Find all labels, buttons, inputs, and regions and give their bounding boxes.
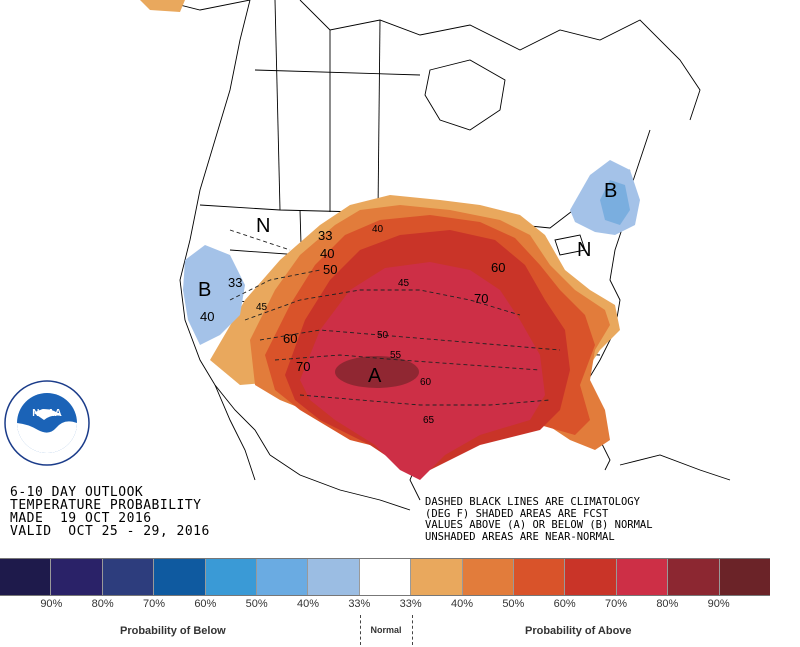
contour-label: 45 xyxy=(256,302,268,313)
legend-swatch xyxy=(462,559,515,595)
made-date: MADE 19 OCT 2016 xyxy=(10,511,152,526)
clim-line-2 xyxy=(244,289,521,321)
contour-label: 40 xyxy=(320,246,334,261)
below-center-label-east: B xyxy=(604,180,617,202)
legend-label: 50% xyxy=(245,598,268,610)
below-40-east xyxy=(600,180,630,225)
hudson-bay xyxy=(424,59,506,131)
legend-label: 70% xyxy=(142,598,166,610)
legend-label: 60% xyxy=(553,598,576,610)
legend-label: 33% xyxy=(399,598,422,610)
legend-label: 80% xyxy=(656,598,679,610)
note-line: UNSHADED AREAS ARE NEAR-NORMAL xyxy=(425,530,615,543)
contour-label: 45 xyxy=(398,278,410,289)
legend-swatch xyxy=(565,559,617,595)
probability-legend xyxy=(0,558,771,596)
province-line-3 xyxy=(377,19,381,213)
note-line: DASHED BLACK LINES ARE CLIMATOLOGY xyxy=(425,496,640,508)
contour-label: 33 xyxy=(318,228,332,243)
legend-swatch xyxy=(102,559,155,595)
legend-label: 90% xyxy=(707,598,730,610)
note-line: VALUES ABOVE (A) OR BELOW (B) NORMAL xyxy=(425,519,653,531)
contour-label: 60 xyxy=(283,331,297,346)
province-line-4 xyxy=(254,69,421,76)
mexico-coast xyxy=(269,454,411,511)
contour-label: 40 xyxy=(200,309,214,324)
legend-label: 60% xyxy=(194,598,217,610)
legend-swatch xyxy=(308,559,360,595)
legend-swatch xyxy=(205,559,258,595)
baja xyxy=(214,384,256,481)
below-normal-shading xyxy=(183,160,640,345)
legend-label: 40% xyxy=(450,598,474,610)
legend-label: 33% xyxy=(348,598,371,610)
legend-swatch xyxy=(719,559,771,595)
map-notes: DASHED BLACK LINES ARE CLIMATOLOGY (DEG F… xyxy=(425,496,653,543)
above-center-label: A xyxy=(368,365,382,387)
climatology-lines xyxy=(229,229,561,406)
legend-swatch xyxy=(51,559,103,595)
cuba xyxy=(619,454,731,481)
legend-separator-left xyxy=(360,615,361,645)
above-33-top xyxy=(140,0,185,12)
contour-label: 50 xyxy=(377,330,389,341)
clim-line-1 xyxy=(229,269,321,301)
contour-label: 40 xyxy=(372,224,384,235)
above-80-region xyxy=(335,356,419,388)
legend-label: 70% xyxy=(604,598,628,610)
near-normal-label-east: N xyxy=(577,239,591,261)
legend-swatch xyxy=(0,559,52,595)
clim-line-6 xyxy=(229,229,291,251)
outlook-map: 33 40 50 33 40 45 60 70 50 55 40 45 60 7… xyxy=(140,0,731,511)
legend-swatch xyxy=(411,559,463,595)
contour-label: 55 xyxy=(390,350,402,361)
noaa-logo-text: NOAA xyxy=(32,408,61,419)
legend-swatch xyxy=(668,559,720,595)
clim-line-4 xyxy=(274,354,541,371)
noaa-logo: NOAA xyxy=(4,380,90,466)
west-coast xyxy=(179,0,271,456)
normal-caption: Normal xyxy=(370,625,402,635)
above-caption: Probability of Above xyxy=(525,625,632,637)
clim-line-5 xyxy=(299,394,551,406)
contour-label: 60 xyxy=(491,260,505,275)
legend-separator-right xyxy=(412,615,413,645)
valid-dates: VALID OCT 25 - 29, 2016 xyxy=(10,524,210,539)
contour-label: 65 xyxy=(423,415,435,426)
above-normal-shading xyxy=(140,0,620,480)
outlook-title-block: 6-10 DAY OUTLOOK TEMPERATURE PROBABILITY M… xyxy=(10,486,210,538)
outlook-subtitle: TEMPERATURE PROBABILITY xyxy=(10,498,202,513)
outlook-title: 6-10 DAY OUTLOOK xyxy=(10,485,144,500)
below-33-west xyxy=(183,245,245,345)
legend-swatch xyxy=(154,559,206,595)
below-center-label-west: B xyxy=(198,279,211,301)
contour-label: 33 xyxy=(228,275,242,290)
below-caption: Probability of Below xyxy=(120,625,226,637)
legend-label: 50% xyxy=(502,598,525,610)
legend-swatch xyxy=(514,559,566,595)
contour-label: 60 xyxy=(420,377,432,388)
legend-swatch xyxy=(257,559,309,595)
legend-swatch xyxy=(616,559,669,595)
legend-label: 40% xyxy=(296,598,320,610)
contour-label: 50 xyxy=(323,262,337,277)
above-70-region xyxy=(300,262,545,480)
province-line-1 xyxy=(274,0,281,211)
legend-label: 80% xyxy=(91,598,114,610)
contour-label: 70 xyxy=(474,291,488,306)
contour-label: 70 xyxy=(296,359,310,374)
legend-swatch xyxy=(359,559,412,595)
legend-label: 90% xyxy=(40,598,63,610)
clim-line-3 xyxy=(259,329,561,351)
contour-labels: 33 40 50 33 40 45 60 70 50 55 40 45 60 7… xyxy=(200,224,505,426)
near-normal-label-west: N xyxy=(256,215,270,237)
note-line: (DEG F) SHADED AREAS ARE FCST xyxy=(425,507,609,520)
center-labels: A B B N N xyxy=(198,180,617,387)
